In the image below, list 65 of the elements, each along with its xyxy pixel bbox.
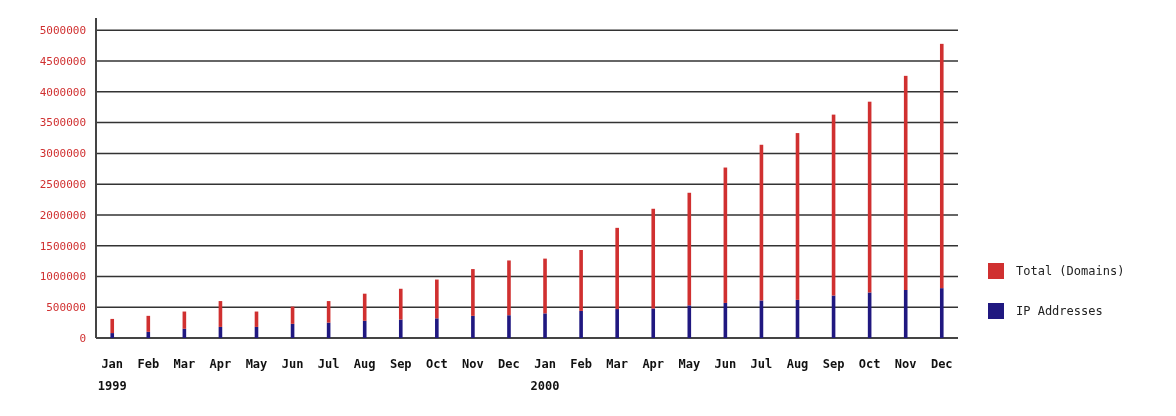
bar <box>435 279 439 319</box>
x-tick-label: Apr <box>209 357 232 371</box>
y-tick-label: 5000000 <box>39 24 86 38</box>
bar <box>110 333 115 338</box>
legend-label: IP Addresses <box>1016 304 1103 319</box>
y-tick-label: 4000000 <box>39 85 86 99</box>
y-tick-label: 3500000 <box>39 116 86 130</box>
bar <box>362 320 367 338</box>
x-tick-label: May <box>678 357 701 371</box>
bar <box>398 319 403 338</box>
bar <box>435 318 439 338</box>
x-tick-label: Jun <box>714 357 737 371</box>
bar <box>579 310 583 338</box>
x-tick-label: Dec <box>498 357 520 371</box>
x-tick-label: Mar <box>173 357 196 371</box>
bar <box>507 260 511 316</box>
y-tick-label: 1500000 <box>39 239 86 253</box>
x-tick-label: Jan 2000 <box>530 357 560 393</box>
x-tick-label: Aug <box>353 357 376 371</box>
x-tick-label: Nov <box>894 357 917 371</box>
x-tick-label: Jun <box>281 357 304 371</box>
bar <box>507 315 511 338</box>
bar <box>903 75 908 290</box>
bar <box>146 315 151 332</box>
bar <box>471 269 475 316</box>
x-tick-label: Jul <box>317 357 340 371</box>
legend-label: Total (Domains) <box>1016 264 1125 279</box>
bar <box>543 258 547 314</box>
x-tick-label: Oct <box>425 357 448 371</box>
x-tick-label: Sep <box>822 357 845 371</box>
bar <box>110 318 115 334</box>
bar <box>687 305 692 338</box>
x-tick-label: Jan 1999 <box>97 357 127 393</box>
y-tick-label: 2000000 <box>39 208 86 222</box>
bar <box>146 331 151 338</box>
x-tick-label: Sep <box>389 357 412 371</box>
bar <box>615 309 619 338</box>
bar <box>543 313 547 338</box>
x-tick-label: Aug <box>786 357 809 371</box>
bar <box>903 290 908 338</box>
x-tick-label: Jul <box>750 357 773 371</box>
x-tick-label: Nov <box>462 357 484 371</box>
x-tick-label: Feb <box>570 357 592 371</box>
bar <box>362 293 367 321</box>
bar <box>471 315 475 338</box>
y-tick-label: 1000000 <box>39 270 86 284</box>
bar <box>651 308 656 338</box>
bar <box>651 208 656 309</box>
bar <box>579 250 583 311</box>
bar <box>939 43 944 289</box>
y-tick-label: 0 <box>79 331 86 345</box>
bar <box>687 192 692 306</box>
x-tick-label: Mar <box>606 357 629 371</box>
y-tick-label: 4500000 <box>39 54 86 68</box>
bar <box>615 227 619 310</box>
x-tick-label: Feb <box>137 357 160 371</box>
bar <box>398 288 403 320</box>
bar <box>939 288 944 338</box>
y-tick-label: 3000000 <box>39 147 86 161</box>
x-tick-label: Dec <box>930 357 953 371</box>
x-tick-label: May <box>245 357 268 371</box>
y-tick-label: 2500000 <box>39 178 86 191</box>
x-tick-label: Apr <box>642 357 665 371</box>
x-tick-label: Oct <box>858 357 881 371</box>
y-tick-label: 500000 <box>46 301 86 315</box>
